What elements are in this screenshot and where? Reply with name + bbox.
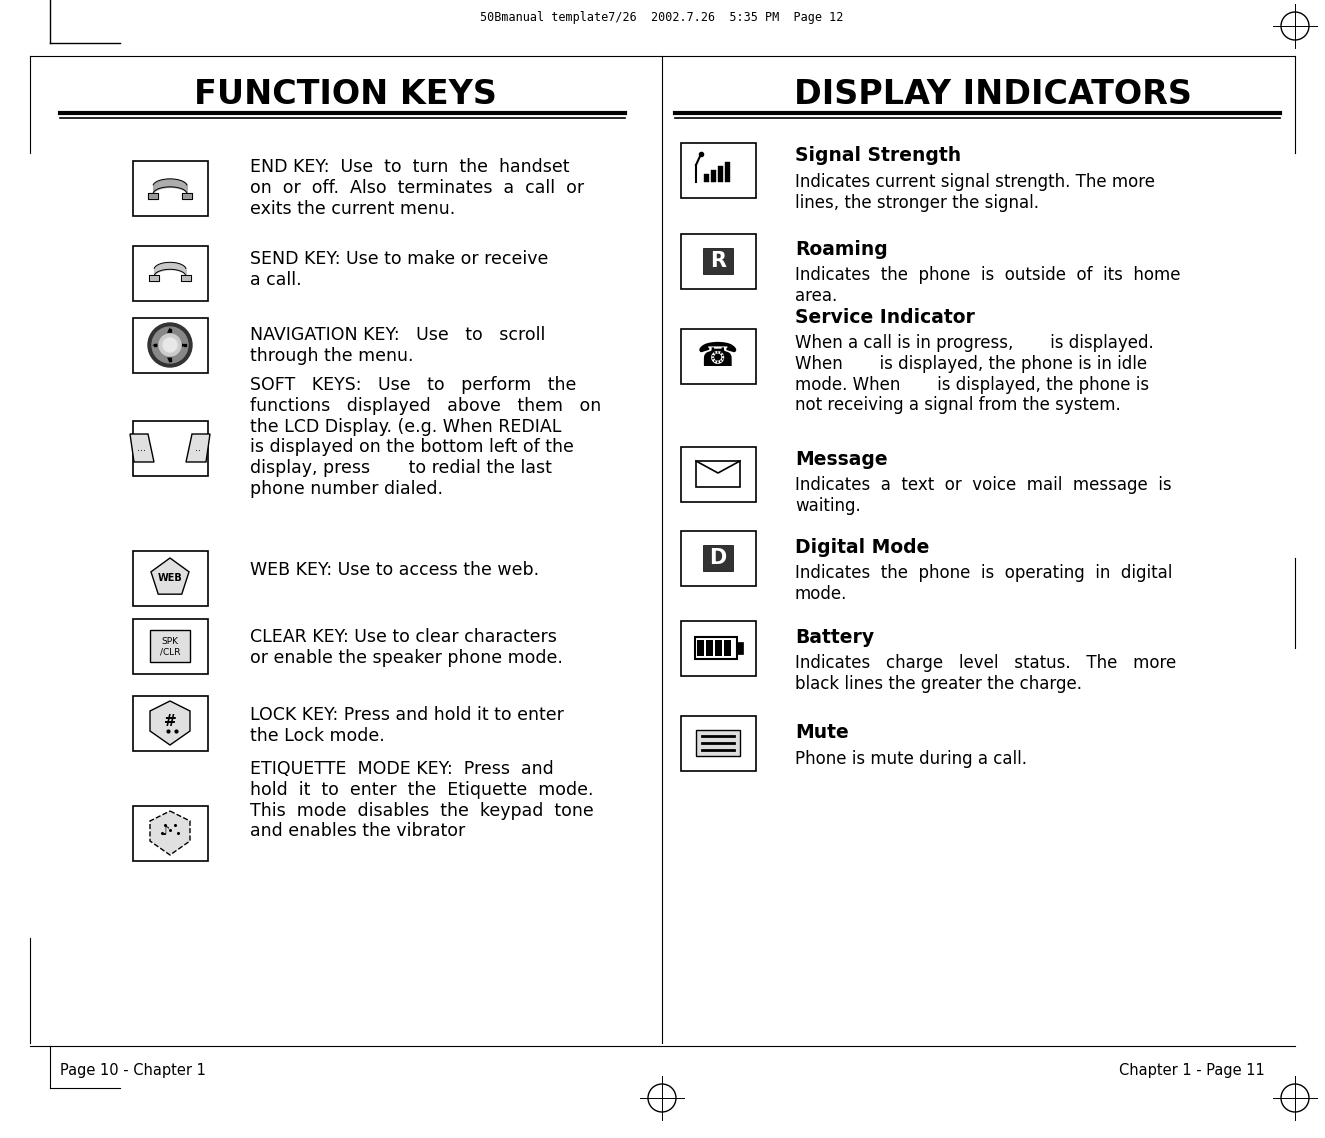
Text: Mute: Mute [795,723,849,742]
Text: ..: .. [195,443,201,453]
Circle shape [152,327,188,363]
Text: Message: Message [795,450,888,469]
Text: When a call is in progress,       is displayed.
When       is displayed, the pho: When a call is in progress, is displayed… [795,333,1154,414]
Bar [696,461,739,487]
Bar [132,618,208,674]
Polygon shape [150,811,189,855]
Bar [723,640,731,655]
Text: LOCK KEY: Press and hold it to enter
the Lock mode.: LOCK KEY: Press and hold it to enter the… [250,706,564,744]
Text: Battery: Battery [795,628,875,648]
Bar [132,421,208,476]
Text: Phone is mute during a call.: Phone is mute during a call. [795,750,1027,768]
Bar [718,166,722,182]
Bar [681,329,755,384]
Bar [150,630,189,662]
Bar [681,620,755,676]
Text: Roaming: Roaming [795,240,888,259]
Text: Indicates   charge   level   status.   The   more
black lines the greater the ch: Indicates charge level status. The more … [795,654,1177,693]
Text: WEB: WEB [158,574,183,583]
Bar [132,160,208,215]
Polygon shape [186,434,209,462]
Bar [704,174,709,182]
Text: Indicates  a  text  or  voice  mail  message  is
waiting.: Indicates a text or voice mail message i… [795,476,1171,514]
Polygon shape [150,701,189,745]
Bar [132,318,208,372]
Text: NAVIGATION KEY:   Use   to   scroll
through the menu.: NAVIGATION KEY: Use to scroll through th… [250,325,546,365]
Polygon shape [148,192,158,199]
Text: Indicates  the  phone  is  outside  of  its  home
area.: Indicates the phone is outside of its ho… [795,266,1181,305]
Text: /CLR: /CLR [160,648,180,657]
Text: WEB KEY: Use to access the web.: WEB KEY: Use to access the web. [250,561,539,579]
Bar [132,806,208,860]
Polygon shape [150,275,159,281]
Bar [696,729,739,756]
Text: R: R [710,251,726,271]
Text: Service Indicator: Service Indicator [795,308,975,327]
Text: ▲: ▲ [167,327,172,333]
Text: ◄: ◄ [152,343,158,348]
Text: #: # [163,714,176,728]
Bar [696,637,737,659]
Bar [681,142,755,198]
Bar [681,446,755,502]
Bar [132,246,208,300]
Circle shape [163,338,178,352]
Bar [697,640,704,655]
Text: ETIQUETTE  MODE KEY:  Press  and
hold  it  to  enter  the  Etiquette  mode.
This: ETIQUETTE MODE KEY: Press and hold it to… [250,760,594,840]
Text: 50Bmanual template7/26  2002.7.26  5:35 PM  Page 12: 50Bmanual template7/26 2002.7.26 5:35 PM… [480,11,844,24]
Circle shape [148,323,192,366]
Text: Page 10 - Chapter 1: Page 10 - Chapter 1 [60,1063,205,1078]
Bar [706,640,713,655]
Text: Signal Strength: Signal Strength [795,146,961,165]
Polygon shape [130,434,154,462]
Text: FUNCTION KEYS: FUNCTION KEYS [193,79,497,112]
Circle shape [159,333,182,356]
Bar [716,640,722,655]
Bar [132,551,208,605]
Text: Chapter 1 - Page 11: Chapter 1 - Page 11 [1120,1063,1265,1078]
Text: Digital Mode: Digital Mode [795,538,929,556]
Text: ►: ► [183,343,188,348]
Bar [704,545,733,571]
Bar [681,233,755,289]
Text: ☎: ☎ [697,339,739,372]
Text: DISPLAY INDICATORS: DISPLAY INDICATORS [794,79,1192,112]
Text: SPK: SPK [162,637,179,646]
Bar [704,248,733,274]
Bar [737,642,743,654]
Text: END KEY:  Use  to  turn  the  handset
on  or  off.  Also  terminates  a  call  o: END KEY: Use to turn the handset on or o… [250,158,584,217]
Text: SEND KEY: Use to make or receive
a call.: SEND KEY: Use to make or receive a call. [250,250,549,289]
Polygon shape [180,275,191,281]
Text: CLEAR KEY: Use to clear characters
or enable the speaker phone mode.: CLEAR KEY: Use to clear characters or en… [250,628,563,667]
Polygon shape [182,192,192,199]
Text: ...: ... [138,443,147,453]
Bar [710,170,716,182]
Bar [725,162,730,182]
Text: Indicates current signal strength. The more
lines, the stronger the signal.: Indicates current signal strength. The m… [795,173,1155,212]
Bar [681,716,755,770]
Bar [681,530,755,585]
Bar [132,695,208,750]
Text: D: D [709,549,726,568]
Text: SOFT   KEYS:   Use   to   perform   the
functions   displayed   above   them   o: SOFT KEYS: Use to perform the functions … [250,376,602,498]
Text: ▼: ▼ [167,357,172,363]
Text: ♪: ♪ [162,825,170,838]
Text: Indicates  the  phone  is  operating  in  digital
mode.: Indicates the phone is operating in digi… [795,564,1173,603]
Polygon shape [151,558,189,594]
